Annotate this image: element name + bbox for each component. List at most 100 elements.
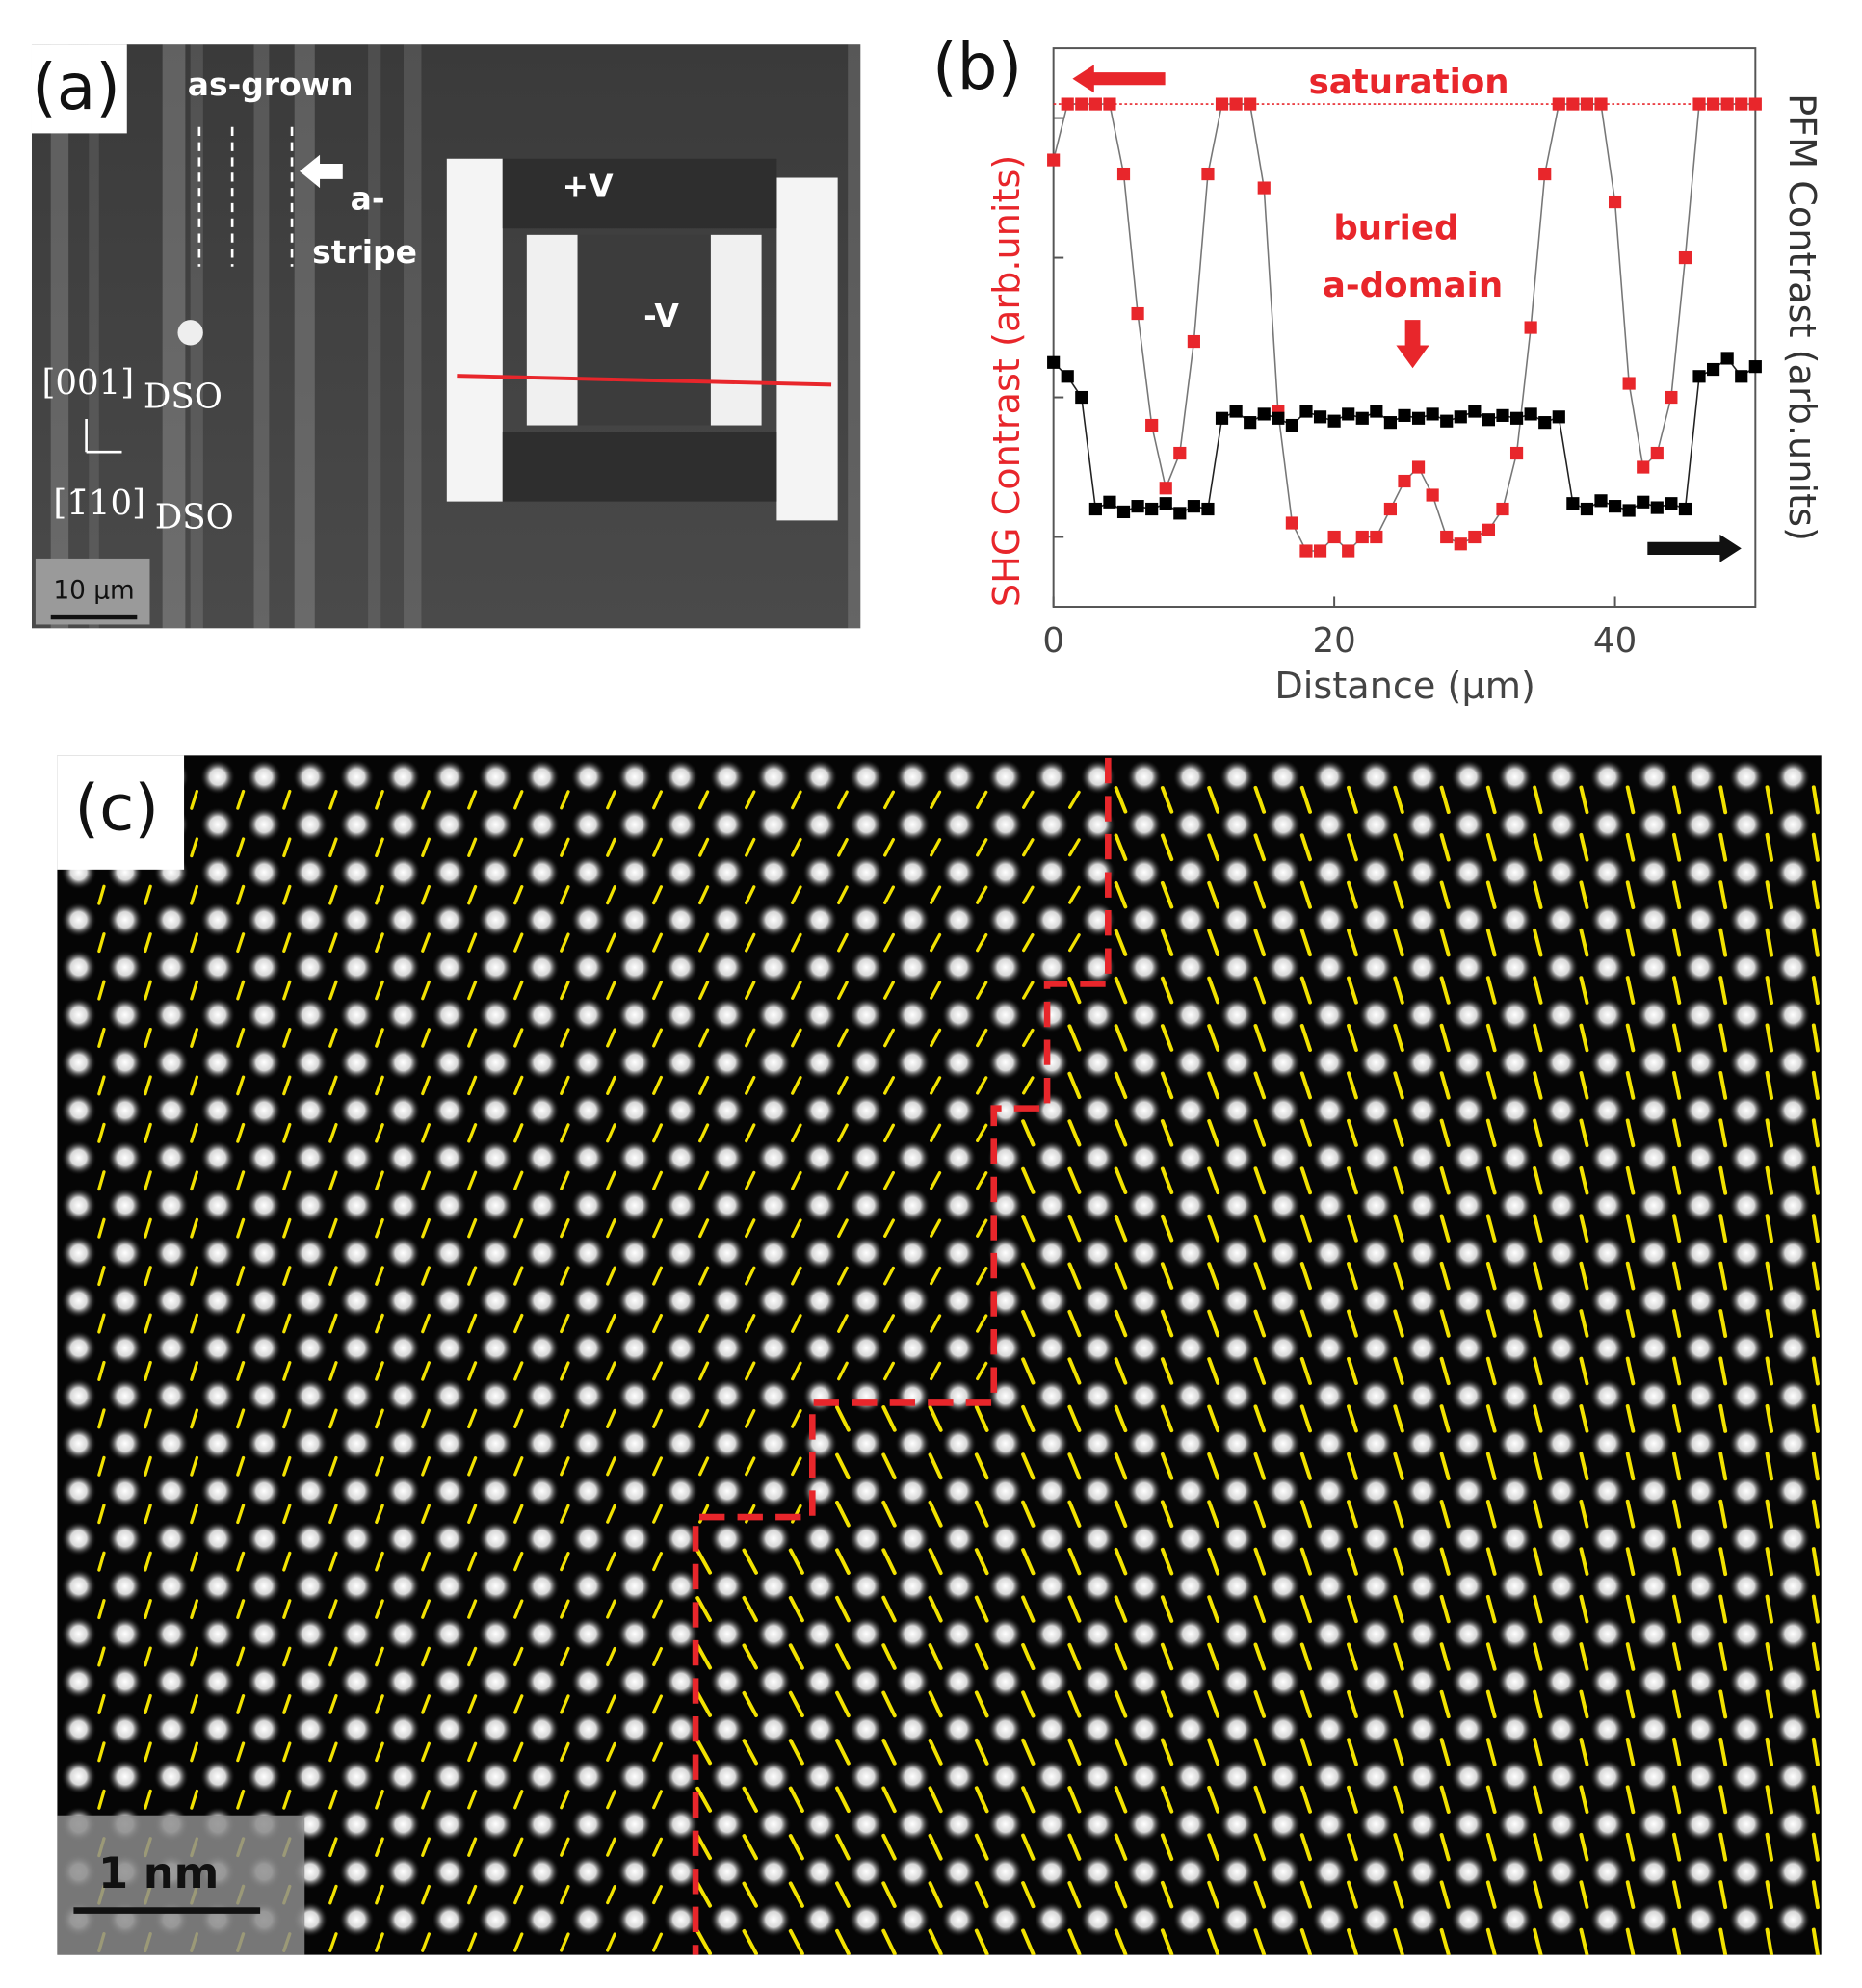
atom (478, 902, 513, 938)
atom (1728, 997, 1765, 1033)
displacement-vector (1533, 1165, 1543, 1195)
displacement-vector (1718, 1261, 1728, 1291)
displacement-vector (652, 837, 664, 857)
atom (1589, 1044, 1626, 1081)
atom (570, 1377, 607, 1414)
atom (1636, 759, 1672, 796)
displacement-vector (1393, 1023, 1404, 1053)
displacement-vector (236, 1313, 246, 1334)
data-point (1047, 355, 1061, 369)
atom (1682, 1711, 1718, 1747)
displacement-vector (1811, 1594, 1820, 1624)
displacement-vector (974, 1786, 989, 1814)
displacement-vector (1114, 1642, 1128, 1671)
atom (1172, 854, 1209, 890)
atom (1311, 1520, 1348, 1556)
atom (1451, 1187, 1486, 1223)
atom (1357, 1139, 1394, 1176)
displacement-vector (1718, 832, 1728, 862)
displacement-vector (1207, 833, 1220, 862)
stripe (404, 44, 422, 629)
atom (246, 1092, 282, 1129)
atom (1311, 902, 1348, 938)
atom (1497, 1426, 1534, 1462)
atom (1543, 1330, 1580, 1367)
displacement-vector (606, 1028, 616, 1048)
label-box (31, 44, 127, 134)
axis-label: [001] (41, 363, 134, 403)
displacement-vector (236, 1504, 246, 1525)
displacement-vector (1765, 832, 1774, 862)
displacement-vector (1625, 1165, 1636, 1195)
atom (987, 1663, 1024, 1700)
displacement-vector (976, 1266, 988, 1286)
atom (801, 1520, 838, 1556)
displacement-vector (375, 837, 384, 858)
atom (1311, 854, 1348, 890)
displacement-vector (791, 1123, 802, 1143)
atom (478, 949, 513, 985)
displacement-vector (1067, 1642, 1082, 1671)
displacement-vector (1067, 1452, 1082, 1480)
displacement-vector (1253, 1928, 1267, 1955)
displacement-vector (328, 1884, 338, 1905)
displacement-vector (974, 1833, 989, 1861)
displacement-vector (1811, 1880, 1820, 1910)
displacement-vector (1114, 1547, 1128, 1576)
displacement-vector (652, 885, 664, 905)
atom (663, 1568, 699, 1605)
displacement-vector (976, 885, 988, 904)
atom (1172, 1520, 1209, 1556)
displacement-vector (467, 1694, 478, 1714)
atom (1636, 1615, 1672, 1652)
atom (1126, 1377, 1163, 1414)
atom (1543, 1092, 1580, 1129)
data-point (1215, 411, 1229, 425)
atom (338, 1235, 375, 1271)
atom (570, 1663, 607, 1700)
atom (1774, 1568, 1811, 1605)
displacement-vector (837, 790, 849, 810)
atom (1403, 854, 1440, 890)
data-point (1665, 497, 1678, 510)
atom (1172, 902, 1209, 938)
displacement-vector (421, 980, 432, 1001)
displacement-vector (1765, 1452, 1774, 1481)
displacement-vector (742, 1928, 758, 1955)
displacement-vector (1114, 833, 1128, 861)
atom (1126, 1901, 1163, 1938)
data-point (1622, 504, 1636, 517)
atom (570, 854, 607, 890)
atom (1497, 1377, 1534, 1414)
atom (848, 1330, 884, 1367)
displacement-vector (421, 1313, 432, 1334)
atom (292, 1473, 328, 1509)
data-point (1538, 167, 1552, 181)
displacement-vector (1067, 1786, 1082, 1814)
displacement-vector (1533, 1594, 1543, 1624)
atom (1682, 1759, 1718, 1795)
displacement-vector (1207, 1880, 1220, 1909)
atom (199, 1711, 236, 1747)
atom (478, 1806, 513, 1843)
displacement-vector (375, 1551, 384, 1572)
displacement-vector (1114, 786, 1128, 814)
atom (848, 902, 884, 938)
atom (107, 1663, 144, 1700)
displacement-vector (282, 1266, 292, 1286)
atom (1126, 949, 1163, 985)
atom (1403, 1044, 1440, 1081)
displacement-vector (282, 1028, 292, 1048)
displacement-vector (282, 884, 292, 905)
atom (246, 1187, 282, 1223)
displacement-vector (1299, 1595, 1312, 1624)
displacement-vector (467, 1075, 478, 1096)
displacement-vector (835, 1643, 851, 1670)
displacement-vector (1022, 790, 1035, 809)
displacement-vector (421, 1456, 432, 1477)
atom (1774, 902, 1811, 938)
displacement-vector (1022, 932, 1035, 953)
atom (199, 1187, 236, 1223)
atom (1682, 759, 1718, 796)
atom (153, 1139, 190, 1176)
